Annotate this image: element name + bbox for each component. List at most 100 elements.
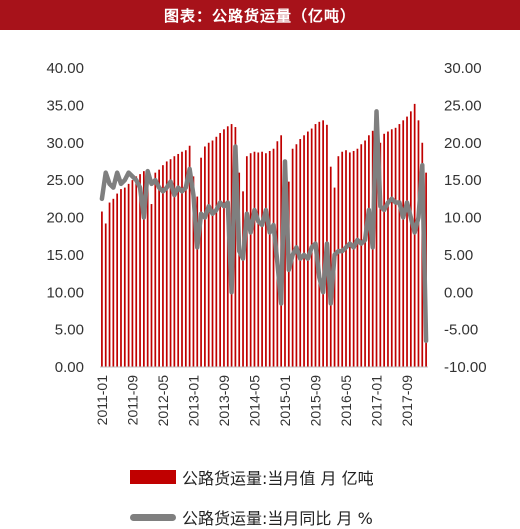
bar [127,183,130,367]
bar [409,111,412,367]
bar [341,151,344,367]
bar [318,121,321,367]
y-right-tick-label: -5.00 [444,322,478,339]
y-left-tick-label: 40.00 [46,60,84,77]
x-tick-label: 2017-01 [369,375,385,427]
bar [345,150,347,367]
legend-line-label: 公路货运量:当月同比 月 % [182,509,373,528]
bar [394,127,397,367]
bar [131,180,134,368]
bar [204,146,206,367]
bar [284,161,286,367]
bar [146,187,149,367]
bar [181,151,183,367]
bar [337,156,340,367]
bar [364,140,366,367]
bar [303,135,305,367]
chart-title-bar: 图表：公路货运量（亿吨） [0,0,520,30]
y-right-tick-label: 20.00 [444,135,482,152]
bar [234,127,237,367]
bar [398,124,401,367]
bar [360,144,363,367]
bar [268,150,271,367]
bar [295,144,298,367]
bar [207,142,210,367]
bar [356,148,359,367]
x-tick-label: 2015-01 [277,375,293,427]
bar [104,223,107,367]
x-tick-label: 2017-09 [399,375,415,427]
bar [120,189,122,367]
bar [387,131,389,367]
legend-bar-swatch [130,470,176,484]
bar [192,176,195,367]
bar [200,157,202,367]
bar [123,187,126,367]
y-right-tick-label: 15.00 [444,172,482,189]
bar [219,133,221,367]
bar [287,181,290,367]
y-left-tick-label: 0.00 [55,359,84,376]
legend-bar-label: 公路货运量:当月值 月 亿吨 [182,469,374,488]
x-tick-label: 2011-01 [94,375,110,426]
bar [150,204,153,367]
legend-item-line: 公路货运量:当月同比 月 % [130,505,373,529]
bar [265,153,267,367]
bar [390,129,393,367]
bar [245,156,248,367]
bar [242,191,244,367]
bar [413,103,416,367]
y-left-tick-label: 10.00 [46,284,84,301]
bar [173,156,176,367]
bar [165,161,168,367]
bar [169,159,172,367]
bar [402,120,405,367]
bar [223,129,225,367]
bar [139,174,141,367]
x-tick-label: 2013-09 [216,375,232,427]
chart-title: 图表：公路货运量（亿吨） [163,6,356,25]
bar [184,150,187,367]
bar [112,198,115,367]
bar [383,133,385,367]
y-left-tick-label: 5.00 [55,322,84,339]
bar [101,211,103,367]
line-series [99,109,429,344]
bar [261,151,263,367]
y-right-tick-label: 30.00 [444,60,482,77]
bar [162,165,164,367]
bar [307,131,309,367]
bar [272,148,275,367]
y-left-tick-label: 35.00 [46,97,84,114]
bar [158,169,160,367]
bar [196,196,199,367]
y-left-tick-label: 20.00 [46,210,84,227]
bar [116,193,119,367]
bar [253,151,256,367]
y-left-tick-label: 15.00 [46,247,84,264]
bar [375,168,378,367]
bar [108,202,111,367]
bar [143,171,145,367]
y-right-tick-label: -10.00 [444,359,487,376]
bar [379,142,382,367]
bar [215,136,218,367]
bar [368,135,370,367]
bar [417,120,420,367]
x-tick-label: 2012-05 [155,375,171,427]
bar [211,140,214,367]
legend-item-bar: 公路货运量:当月值 月 亿吨 [130,465,374,489]
y-right-tick-label: 10.00 [444,210,482,227]
y-left-tick-label: 25.00 [46,172,84,189]
bar [329,166,332,367]
bar [257,152,260,367]
bar [348,152,351,367]
bar [177,153,180,367]
bar [406,116,408,367]
x-tick-label: 2016-05 [338,375,354,427]
x-tick-label: 2015-09 [307,375,323,427]
bar [238,172,241,367]
bar [322,120,324,367]
y-right-tick-label: 0.00 [444,284,473,301]
x-tick-label: 2013-01 [185,375,201,427]
